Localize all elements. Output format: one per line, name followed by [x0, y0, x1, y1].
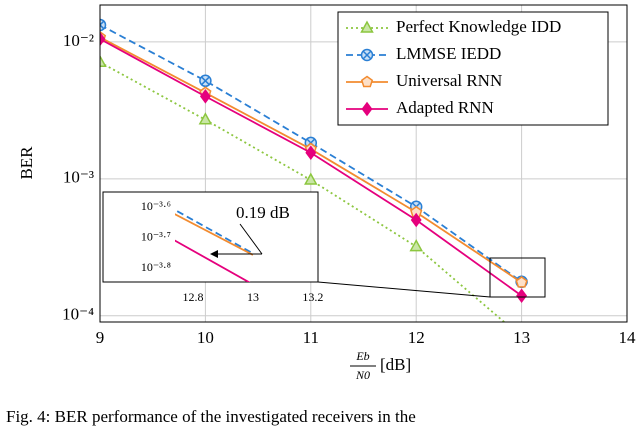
x-tick-label: 11 — [303, 328, 319, 347]
marker — [198, 112, 213, 125]
inset-frame — [102, 191, 319, 283]
y-tick-label: 10⁻² — [63, 31, 94, 50]
marker — [100, 18, 107, 32]
x-tick-label: 13 — [513, 328, 530, 347]
x-label-unit: [dB] — [380, 355, 411, 374]
inset-y-tick-label: 10⁻³·⁸ — [141, 260, 171, 274]
x-tick-label: 12 — [408, 328, 425, 347]
marker — [199, 89, 211, 104]
marker — [410, 212, 422, 228]
plot-frame — [99, 4, 628, 323]
inset-y-tick-label: 10⁻³·⁶ — [141, 199, 171, 213]
marker — [100, 31, 106, 47]
caption: Fig. 4: BER performance of the investiga… — [6, 407, 416, 426]
marker — [304, 172, 318, 185]
inset-x-tick-label: 13 — [247, 290, 259, 304]
x-label-den: N0 — [355, 368, 370, 382]
legend-label: Universal RNN — [396, 71, 502, 90]
legend-label: Perfect Knowledge IDD — [396, 17, 561, 36]
series-line — [0, 0, 253, 376]
y-axis-label: BER — [17, 146, 36, 180]
x-tick-label: 9 — [96, 328, 105, 347]
legend-box — [337, 11, 609, 126]
y-tick-label: 10⁻³ — [63, 168, 94, 187]
annotation: 0.19 dB — [236, 203, 290, 222]
marker-part — [362, 50, 372, 60]
marker — [516, 288, 528, 303]
zoom-box — [489, 257, 546, 298]
marker — [305, 145, 317, 161]
zoom-connector — [317, 281, 491, 298]
annotation-leader — [239, 223, 263, 255]
arrow-head — [210, 250, 218, 258]
x-tick-label: 10 — [197, 328, 214, 347]
marker-part — [201, 76, 210, 85]
marker — [409, 239, 423, 252]
inset-x-tick-label: 13.2 — [302, 290, 323, 304]
marker — [360, 48, 374, 62]
marker — [360, 75, 374, 88]
inset-x-tick-label: 12.8 — [182, 290, 203, 304]
marker — [199, 74, 212, 88]
series-line — [100, 24, 523, 283]
inset-y-tick-label: 10⁻³·⁷ — [141, 229, 171, 243]
x-tick-label: 14 — [619, 328, 637, 347]
legend-label: LMMSE IEDD — [396, 44, 501, 63]
marker-part — [100, 20, 105, 29]
x-label-num: Eb — [355, 349, 369, 363]
marker — [100, 54, 107, 68]
marker — [360, 20, 374, 33]
marker-part — [100, 18, 107, 32]
marker — [515, 276, 528, 288]
y-tick-label: 10⁻⁴ — [62, 305, 94, 324]
legend-label: Adapted RNN — [396, 98, 494, 117]
marker — [361, 101, 373, 117]
